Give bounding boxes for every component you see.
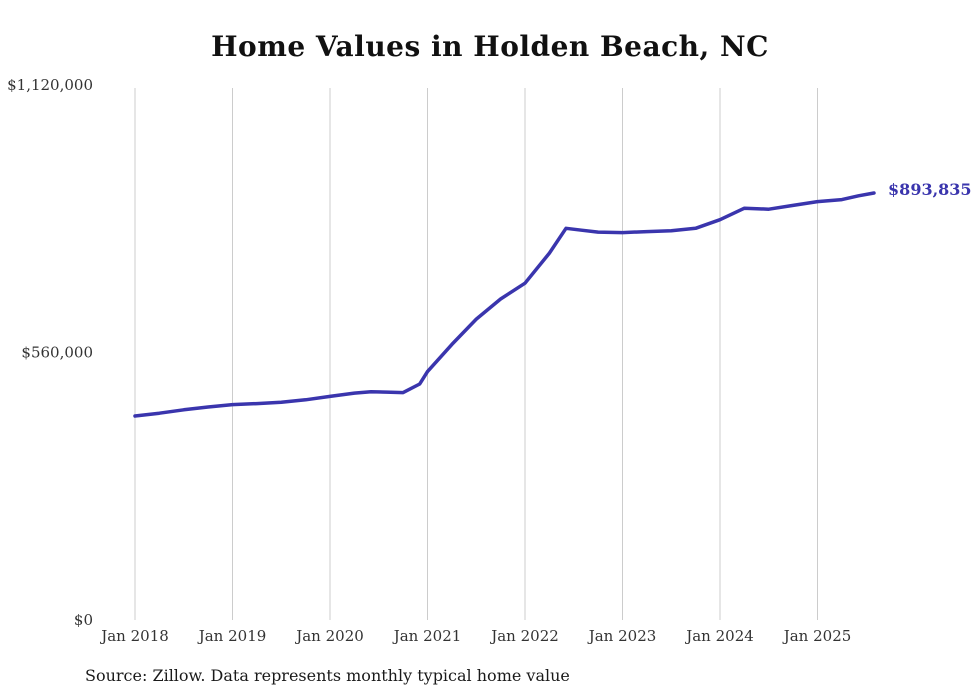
x-tick-label: Jan 2018: [99, 627, 169, 645]
x-tick-label: Jan 2019: [197, 627, 267, 645]
chart-title: Home Values in Holden Beach, NC: [211, 30, 769, 63]
y-tick-label: $560,000: [21, 344, 93, 362]
x-tick-label: Jan 2024: [684, 627, 754, 645]
y-tick-label: $1,120,000: [7, 76, 93, 94]
y-axis-labels-group: $0 $560,000 $1,120,000: [7, 76, 93, 629]
x-tick-label: Jan 2021: [392, 627, 462, 645]
y-tick-label: $0: [74, 611, 93, 629]
home-value-line-series: [133, 191, 876, 418]
x-tick-label: Jan 2025: [782, 627, 852, 645]
x-tick-label: Jan 2022: [489, 627, 559, 645]
source-note: Source: Zillow. Data represents monthly …: [85, 666, 570, 685]
x-tick-label: Jan 2020: [294, 627, 364, 645]
x-tick-label: Jan 2023: [587, 627, 657, 645]
x-axis-labels-group: Jan 2018 Jan 2019 Jan 2020 Jan 2021 Jan 2022…: [99, 627, 851, 645]
gridlines-group: [134, 88, 818, 620]
latest-value-label: $893,835: [888, 180, 972, 199]
